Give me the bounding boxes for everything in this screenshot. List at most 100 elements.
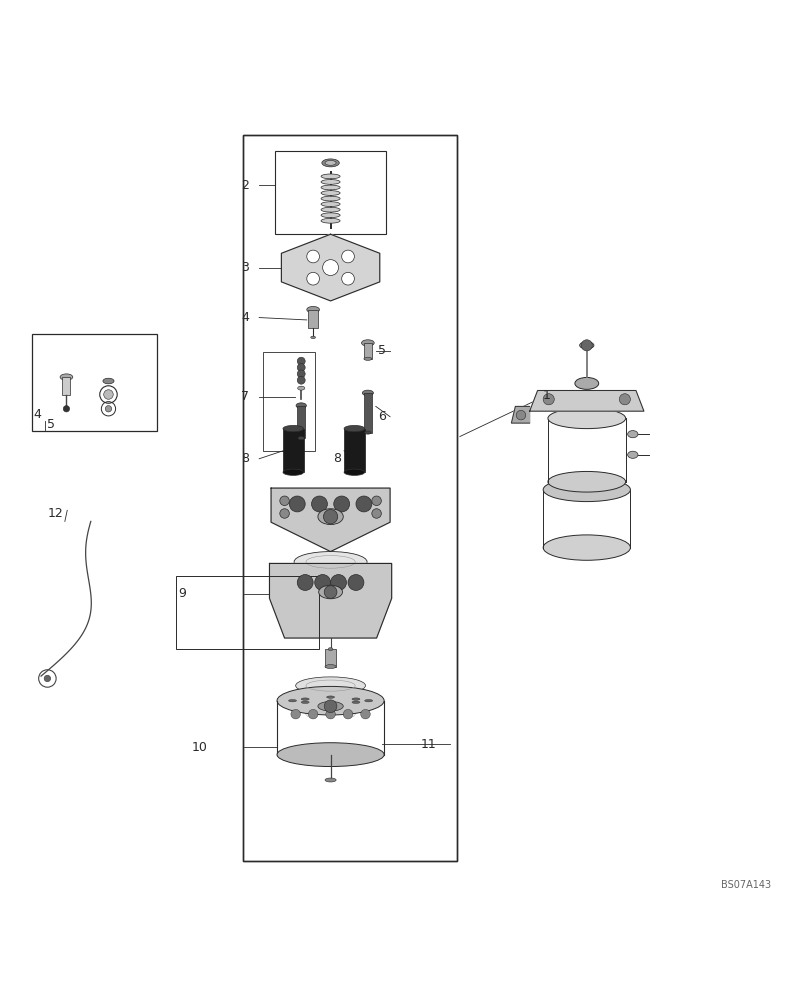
Ellipse shape [362, 390, 373, 396]
Circle shape [326, 709, 335, 719]
Circle shape [295, 700, 306, 711]
Ellipse shape [318, 509, 343, 525]
Text: 10: 10 [192, 741, 208, 754]
Polygon shape [270, 563, 392, 638]
Bar [308, 310, 318, 328]
Ellipse shape [277, 686, 384, 715]
Ellipse shape [321, 185, 340, 190]
Circle shape [297, 357, 305, 365]
Circle shape [323, 510, 338, 524]
Text: 3: 3 [241, 261, 249, 274]
Polygon shape [512, 406, 529, 423]
Circle shape [105, 406, 111, 412]
Bar [297, 406, 305, 438]
Ellipse shape [298, 386, 305, 390]
Circle shape [348, 575, 364, 590]
Bar [325, 649, 336, 667]
Ellipse shape [325, 161, 336, 165]
Polygon shape [529, 391, 644, 411]
Circle shape [355, 700, 366, 711]
Ellipse shape [321, 202, 340, 207]
Circle shape [311, 496, 327, 512]
Bar [62, 377, 70, 395]
Ellipse shape [295, 677, 365, 694]
Circle shape [345, 706, 356, 717]
Ellipse shape [296, 403, 306, 408]
Ellipse shape [364, 357, 372, 360]
Ellipse shape [288, 699, 296, 702]
Text: 6: 6 [378, 410, 386, 423]
Bar [32, 334, 157, 431]
Circle shape [322, 260, 338, 276]
Circle shape [337, 694, 348, 705]
Circle shape [324, 700, 337, 713]
Ellipse shape [548, 408, 626, 429]
Text: 4: 4 [33, 408, 41, 421]
Text: 9: 9 [178, 587, 186, 600]
Circle shape [333, 700, 344, 711]
Ellipse shape [361, 340, 374, 346]
Ellipse shape [301, 698, 309, 700]
Ellipse shape [325, 778, 336, 782]
Text: BS07A143: BS07A143 [720, 880, 771, 890]
Bar [176, 576, 318, 649]
Ellipse shape [321, 180, 340, 184]
Ellipse shape [365, 431, 371, 434]
Ellipse shape [321, 174, 340, 179]
Text: 7: 7 [241, 390, 249, 403]
Ellipse shape [301, 701, 309, 703]
Text: 1: 1 [542, 389, 550, 402]
Circle shape [63, 406, 69, 412]
Text: 4: 4 [241, 311, 249, 324]
Bar [275, 151, 386, 234]
Circle shape [280, 509, 289, 518]
Bar [244, 135, 458, 861]
Bar [364, 393, 372, 433]
Circle shape [516, 410, 525, 420]
Circle shape [313, 694, 324, 705]
Circle shape [45, 675, 51, 682]
Circle shape [306, 272, 319, 285]
Circle shape [297, 370, 305, 378]
Ellipse shape [318, 585, 342, 599]
Circle shape [325, 692, 336, 703]
Ellipse shape [103, 378, 114, 384]
Text: 5: 5 [48, 418, 56, 431]
Bar [364, 343, 372, 359]
Circle shape [308, 709, 318, 719]
Ellipse shape [283, 425, 303, 432]
Ellipse shape [310, 336, 315, 339]
Ellipse shape [328, 648, 333, 651]
Circle shape [372, 509, 381, 518]
Circle shape [297, 376, 305, 384]
Circle shape [341, 250, 354, 263]
Ellipse shape [575, 377, 599, 389]
Ellipse shape [627, 431, 638, 438]
Circle shape [619, 394, 630, 405]
Bar [344, 429, 365, 472]
Circle shape [372, 496, 381, 506]
Circle shape [314, 575, 330, 590]
Ellipse shape [543, 535, 630, 560]
Ellipse shape [283, 469, 303, 475]
Circle shape [325, 706, 336, 717]
Ellipse shape [321, 196, 340, 201]
Bar [263, 352, 314, 451]
Ellipse shape [352, 701, 360, 703]
Ellipse shape [298, 437, 304, 440]
Ellipse shape [352, 698, 360, 700]
Circle shape [306, 250, 319, 263]
Circle shape [305, 706, 316, 717]
Ellipse shape [306, 306, 319, 313]
Circle shape [341, 272, 354, 285]
Circle shape [324, 586, 337, 598]
Bar [244, 135, 458, 861]
Circle shape [297, 575, 313, 590]
Text: 5: 5 [378, 344, 386, 357]
Text: 8: 8 [241, 452, 249, 465]
Ellipse shape [344, 469, 365, 475]
Ellipse shape [548, 471, 626, 492]
Circle shape [581, 340, 592, 351]
Ellipse shape [326, 696, 334, 698]
Ellipse shape [365, 699, 373, 702]
